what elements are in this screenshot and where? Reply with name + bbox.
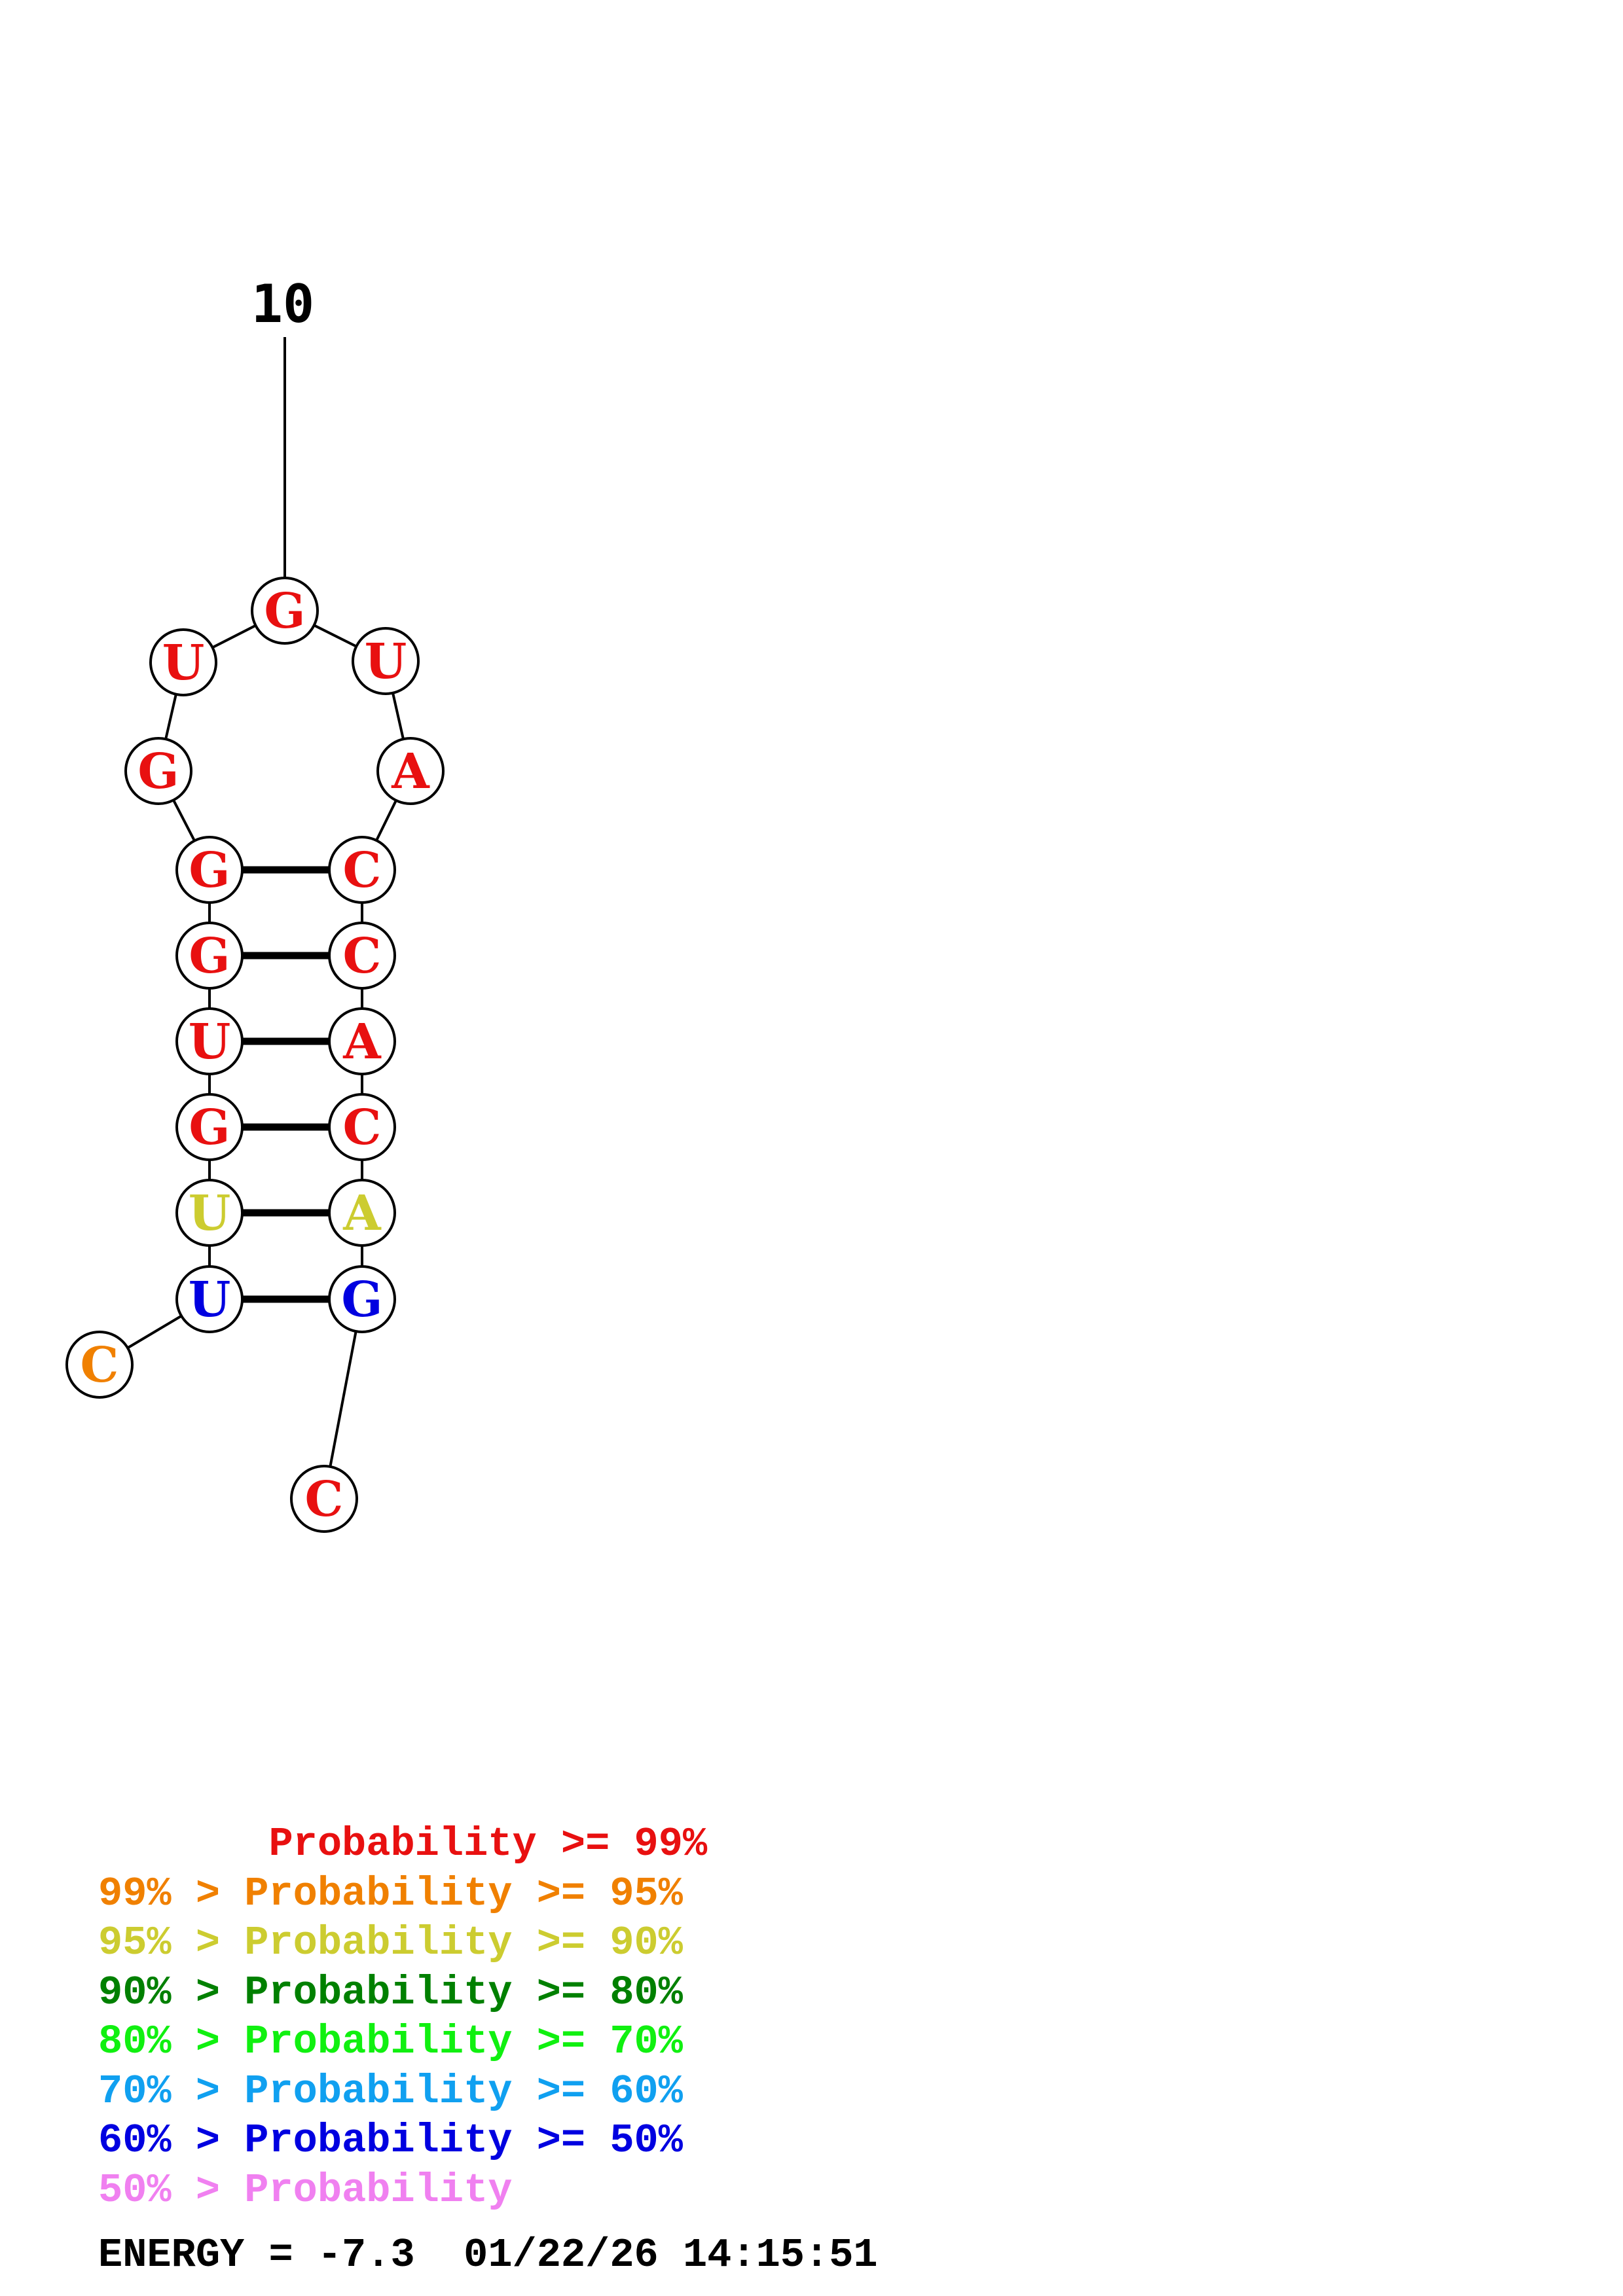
nucleotide-base: G — [189, 1100, 230, 1156]
nucleotide-circle — [149, 628, 217, 696]
nucleotide-base: G — [264, 583, 305, 639]
nucleotide: A — [328, 1179, 396, 1247]
nucleotide: C — [328, 1093, 396, 1161]
legend-entry: 95% > Probability >= 90% — [98, 1920, 683, 1966]
nucleotide: C — [328, 922, 396, 990]
nucleotide: G — [175, 1093, 244, 1161]
nucleotide-circle — [290, 1465, 358, 1533]
nucleotide: C — [328, 836, 396, 904]
nucleotide: A — [328, 1007, 396, 1075]
probability-legend: Probability >= 99% 99% > Probability >= 9… — [98, 1820, 707, 2215]
legend-entry: 50% > Probability — [98, 2166, 513, 2214]
legend-entry: 80% > Probability >= 70% — [98, 2018, 683, 2065]
nucleotide-base: U — [189, 1272, 231, 1328]
nucleotide: G — [175, 836, 244, 904]
nucleotide-circle — [376, 737, 445, 805]
nucleotide-base: C — [343, 842, 382, 899]
nucleotide-circle — [328, 1179, 396, 1247]
nucleotide-base: U — [162, 635, 205, 691]
nucleotide: U — [175, 1265, 244, 1333]
nucleotide-base: C — [81, 1337, 119, 1393]
nucleotide-circle — [124, 737, 192, 805]
legend-entry: 90% > Probability >= 80% — [98, 1969, 683, 2016]
position-tick: 10 — [251, 274, 314, 578]
nucleotide-base: U — [365, 634, 407, 690]
nucleotide-base: A — [342, 1014, 382, 1070]
nucleotide: G — [175, 922, 244, 990]
nucleotide-base: U — [189, 1014, 231, 1070]
timestamp: 01/22/26 14:15:51 — [464, 2232, 878, 2278]
footer: ENERGY = -7.3 01/22/26 14:15:51 — [98, 2232, 878, 2278]
nucleotide-circle — [175, 1007, 244, 1075]
nucleotide-circle — [175, 1093, 244, 1161]
nucleotide-base: C — [343, 1100, 382, 1156]
nucleotide: U — [175, 1007, 244, 1075]
nucleotide-base: G — [189, 928, 230, 984]
nucleotide-circle — [175, 922, 244, 990]
nucleotide-circle — [65, 1331, 134, 1399]
nucleotide-base: G — [137, 744, 179, 800]
nucleotide: U — [175, 1179, 244, 1247]
nucleotide-base: C — [343, 928, 382, 984]
nucleotide-circle — [328, 1265, 396, 1333]
nucleotide-base: A — [391, 744, 430, 800]
nucleotide-circle — [328, 836, 396, 904]
nucleotide: G — [124, 737, 192, 805]
nucleotide-circle — [251, 577, 319, 645]
nucleotide: A — [376, 737, 445, 805]
energy-value: ENERGY = -7.3 — [98, 2232, 415, 2278]
nucleotide-circle — [352, 627, 420, 695]
legend-entry: 99% > Probability >= 95% — [98, 1870, 683, 1917]
legend-entry: Probability >= 99% — [98, 1821, 708, 1867]
nucleotide: C — [290, 1465, 358, 1533]
nucleotide-circle — [175, 1179, 244, 1247]
nucleotide-base: A — [342, 1185, 382, 1242]
nucleotide: G — [328, 1265, 396, 1333]
legend-entry: 70% > Probability >= 60% — [98, 2068, 683, 2115]
nucleotide-circle — [175, 1265, 244, 1333]
position-label: 10 — [251, 274, 314, 334]
nucleotide-base: C — [305, 1471, 344, 1528]
nucleotide: U — [352, 627, 420, 695]
nucleotide-base: G — [341, 1272, 382, 1328]
nucleotide-base: G — [189, 842, 230, 899]
legend-entry: 60% > Probability >= 50% — [98, 2117, 683, 2164]
nucleotide: U — [149, 628, 217, 696]
nucleotide-circle — [175, 836, 244, 904]
nucleotide-base: U — [189, 1185, 231, 1242]
nucleotide-circle — [328, 1007, 396, 1075]
base-pair-bonds — [242, 866, 329, 1303]
nucleotide: G — [251, 577, 319, 645]
nucleotide-circle — [328, 1093, 396, 1161]
nucleotide-circle — [328, 922, 396, 990]
nucleotide: C — [65, 1331, 134, 1399]
